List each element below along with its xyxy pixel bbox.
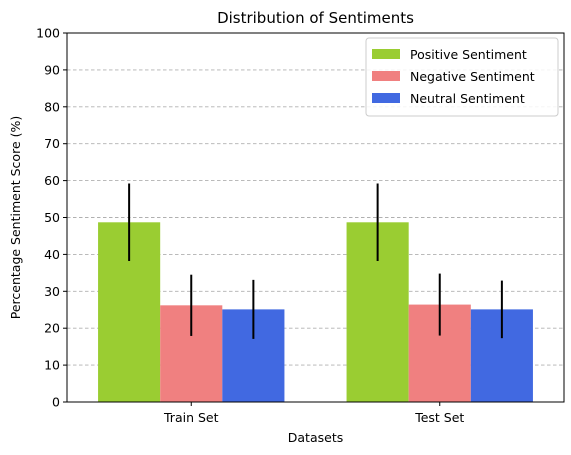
y-tick-label: 60 — [44, 173, 60, 188]
y-tick-label: 30 — [44, 284, 60, 299]
y-tick-label: 10 — [44, 358, 60, 373]
legend-label: Positive Sentiment — [410, 47, 527, 62]
legend-swatch — [372, 71, 400, 81]
x-axis: Train Set Test Set — [163, 402, 464, 425]
legend: Positive Sentiment Negative Sentiment Neut… — [365, 37, 559, 117]
chart-title: Distribution of Sentiments — [217, 9, 414, 27]
error-bars — [128, 183, 503, 339]
x-tick-label: Test Set — [414, 410, 464, 425]
y-tick-label: 80 — [44, 99, 60, 114]
y-tick-label: 0 — [52, 395, 60, 410]
legend-label: Negative Sentiment — [410, 69, 535, 84]
x-tick-label: Train Set — [163, 410, 219, 425]
legend-box — [365, 37, 559, 117]
legend-label: Neutral Sentiment — [410, 91, 525, 106]
y-tick-label: 20 — [44, 321, 60, 336]
y-tick-label: 40 — [44, 247, 60, 262]
x-axis-label: Datasets — [288, 430, 343, 445]
y-tick-label: 90 — [44, 62, 60, 77]
legend-swatch — [372, 93, 400, 103]
y-tick-label: 50 — [44, 210, 60, 225]
y-axis: 0 10 20 30 40 50 60 70 80 90 100 — [36, 26, 67, 410]
bars — [98, 222, 533, 402]
y-tick-label: 70 — [44, 136, 60, 151]
y-axis-label: Percentage Sentiment Score (%) — [8, 116, 23, 320]
y-tick-label: 100 — [36, 26, 60, 41]
legend-swatch — [372, 49, 400, 59]
